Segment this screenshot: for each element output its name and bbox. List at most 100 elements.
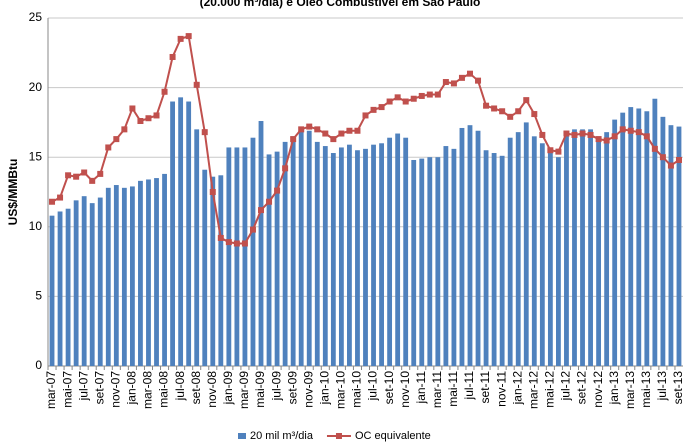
bar bbox=[194, 129, 200, 366]
bar bbox=[652, 98, 658, 367]
marker bbox=[57, 194, 64, 201]
bar bbox=[170, 101, 175, 367]
marker bbox=[274, 187, 281, 194]
x-tick-label: mai-07 bbox=[60, 371, 74, 408]
x-tick-label: mar-13 bbox=[623, 371, 637, 409]
y-tick-label: 15 bbox=[29, 149, 43, 163]
marker bbox=[225, 239, 232, 246]
bar bbox=[547, 153, 553, 366]
bar bbox=[419, 158, 425, 366]
bar bbox=[403, 137, 409, 366]
bar bbox=[475, 130, 481, 366]
bar bbox=[186, 101, 192, 367]
x-tick-label: jul-10 bbox=[366, 371, 380, 402]
marker bbox=[209, 189, 216, 195]
x-tick-label: nov-09 bbox=[301, 371, 315, 408]
marker bbox=[298, 126, 305, 133]
marker bbox=[290, 136, 297, 143]
bar bbox=[322, 146, 328, 366]
y-tick-label: 10 bbox=[29, 219, 43, 233]
marker bbox=[523, 97, 530, 104]
y-tick-label: 20 bbox=[29, 80, 43, 94]
bar bbox=[258, 121, 264, 367]
bar bbox=[451, 148, 457, 366]
marker bbox=[555, 148, 562, 155]
marker bbox=[161, 88, 168, 95]
marker bbox=[450, 80, 457, 87]
bar bbox=[580, 129, 585, 366]
marker bbox=[258, 207, 265, 214]
marker bbox=[483, 102, 490, 109]
marker bbox=[370, 106, 377, 113]
marker bbox=[402, 98, 409, 105]
bar bbox=[266, 154, 272, 366]
x-tick-label: jan-13 bbox=[607, 371, 621, 406]
legend-label: OC equivalente bbox=[355, 430, 431, 442]
bar bbox=[250, 137, 256, 366]
marker bbox=[571, 131, 578, 138]
marker bbox=[137, 118, 144, 125]
marker bbox=[410, 95, 417, 102]
marker bbox=[362, 112, 369, 119]
bar bbox=[73, 200, 79, 366]
marker bbox=[386, 98, 393, 105]
x-tick-label: jul-12 bbox=[559, 371, 573, 402]
marker bbox=[426, 91, 433, 98]
marker bbox=[515, 108, 522, 115]
bar bbox=[218, 175, 224, 366]
bar bbox=[57, 211, 63, 366]
marker bbox=[65, 172, 72, 179]
marker bbox=[346, 127, 353, 134]
bar bbox=[459, 127, 465, 366]
x-tick-label: mar-08 bbox=[141, 371, 155, 409]
marker bbox=[378, 104, 385, 111]
marker bbox=[563, 130, 570, 137]
marker bbox=[354, 127, 361, 134]
marker bbox=[338, 130, 345, 137]
bar bbox=[121, 187, 127, 366]
y-tick-label: 0 bbox=[35, 358, 42, 372]
bar bbox=[564, 130, 569, 366]
marker bbox=[466, 70, 473, 77]
bar bbox=[355, 150, 360, 366]
bar bbox=[539, 143, 545, 366]
bar bbox=[523, 122, 529, 367]
bar bbox=[330, 153, 336, 366]
marker bbox=[499, 108, 506, 115]
marker bbox=[547, 147, 554, 154]
marker bbox=[153, 112, 160, 119]
bar bbox=[371, 144, 376, 366]
x-tick-label: jul-09 bbox=[269, 371, 283, 402]
legend-swatch bbox=[238, 433, 246, 439]
marker bbox=[579, 130, 586, 137]
marker bbox=[531, 111, 538, 118]
y-tick-label: 5 bbox=[35, 289, 42, 303]
x-tick-label: jul-13 bbox=[655, 371, 669, 402]
bar bbox=[515, 132, 521, 366]
marker bbox=[675, 156, 682, 163]
y-axis-label: US$/MMBtu bbox=[6, 159, 20, 226]
marker bbox=[201, 129, 208, 136]
bar bbox=[282, 141, 288, 366]
bar bbox=[676, 126, 682, 367]
legend-item: OC equivalente bbox=[326, 430, 431, 442]
bar bbox=[298, 127, 304, 366]
bar bbox=[242, 147, 248, 366]
marker bbox=[266, 198, 273, 205]
bar bbox=[49, 215, 55, 366]
marker bbox=[241, 240, 248, 247]
x-tick-label: set-11 bbox=[478, 371, 492, 404]
bar bbox=[81, 196, 87, 366]
bar bbox=[604, 132, 610, 366]
marker bbox=[73, 173, 80, 180]
bar bbox=[411, 159, 417, 366]
bar bbox=[129, 186, 135, 366]
marker bbox=[49, 198, 56, 205]
legend-label: 20 mil m³/dia bbox=[250, 430, 314, 442]
bar bbox=[427, 157, 433, 366]
bar bbox=[499, 155, 505, 366]
marker bbox=[442, 79, 449, 86]
bar bbox=[226, 147, 232, 366]
bar bbox=[636, 108, 642, 366]
bar bbox=[443, 146, 449, 366]
